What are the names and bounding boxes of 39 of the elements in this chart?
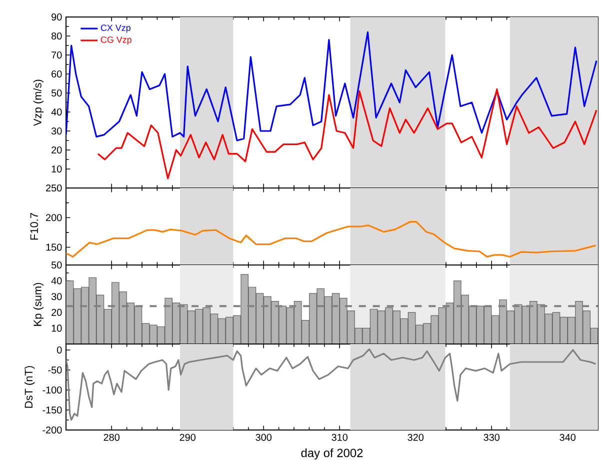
y-tick-label: 60	[52, 70, 62, 78]
x-tick-label: 280	[104, 434, 120, 441]
legend-label: CG Vzp	[100, 36, 132, 45]
y-tick-label: 70	[52, 51, 62, 59]
line-series	[66, 220, 597, 258]
line-series	[66, 31, 598, 142]
y-tick-label: 30	[51, 127, 62, 135]
y-tick-label: 0	[57, 346, 62, 354]
y-tick-label: 150	[46, 244, 62, 251]
y-tick-label: -150	[42, 406, 62, 414]
y-tick-label: 10	[52, 324, 62, 332]
y-tick-label: -50	[48, 366, 62, 374]
legend-label: CX Vzp	[100, 24, 130, 33]
y-tick-label: 40	[51, 277, 62, 284]
x-tick-label: 310	[332, 434, 348, 441]
y-tick-label: 250	[46, 184, 62, 192]
x-tick-label: 300	[256, 434, 272, 441]
line-series	[97, 88, 598, 180]
x-axis-title: day of 2002	[301, 448, 363, 460]
y-tick-label: 30	[51, 293, 62, 300]
y-tick-label: -200	[42, 426, 62, 434]
y-axis-title: Vzp (m/s)	[33, 80, 44, 126]
y-axis-title: DsT (nT)	[24, 366, 35, 408]
x-tick-label: 320	[408, 434, 424, 441]
x-tick-label: 290	[180, 434, 196, 441]
y-tick-label: -100	[42, 386, 62, 394]
y-tick-label: 50	[51, 89, 62, 97]
y-tick-label: 20	[52, 146, 62, 154]
x-tick-label: 330	[484, 434, 500, 441]
x-tick-label: 340	[560, 434, 576, 441]
y-axis-title: Kp (sum)	[33, 282, 44, 326]
y-tick-label: 10	[52, 165, 62, 173]
y-axis-title: F10.7	[30, 213, 38, 240]
y-tick-label: 200	[46, 214, 62, 222]
y-tick-label: 90	[52, 13, 62, 21]
y-tick-label: 50	[51, 261, 62, 269]
y-tick-label: 80	[52, 32, 62, 40]
y-tick-label: 20	[52, 308, 62, 316]
y-tick-label: 40	[51, 108, 62, 116]
